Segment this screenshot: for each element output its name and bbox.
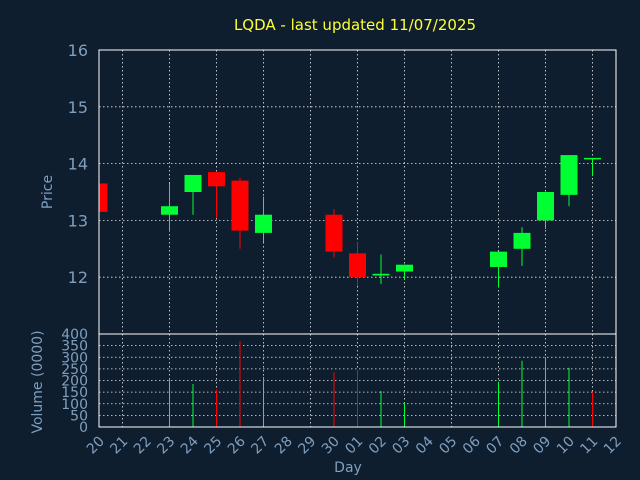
x-tick-label: 02 bbox=[366, 434, 390, 458]
candle-body bbox=[560, 155, 578, 195]
candle-body bbox=[231, 180, 249, 231]
volume-tick-label: 400 bbox=[61, 327, 88, 343]
x-tick-label: 22 bbox=[131, 434, 155, 458]
volume-tick-label: 100 bbox=[61, 397, 88, 413]
candle-body bbox=[490, 251, 507, 267]
price-tick-label: 12 bbox=[68, 268, 88, 287]
x-tick-label: 30 bbox=[319, 434, 343, 458]
candle-body bbox=[255, 214, 272, 233]
volume-tick-label: 250 bbox=[61, 362, 88, 378]
candle-body bbox=[99, 183, 108, 212]
x-tick-label: 06 bbox=[460, 433, 484, 457]
volume-bars bbox=[169, 340, 593, 427]
x-tick-label: 10 bbox=[554, 434, 578, 458]
volume-tick-label: 0 bbox=[79, 420, 88, 436]
volume-tick-label: 200 bbox=[61, 374, 88, 390]
volume-tick-label: 350 bbox=[61, 339, 88, 355]
price-tick-label: 16 bbox=[68, 41, 88, 60]
candle-body bbox=[184, 174, 202, 192]
price-ticks: 12 13 14 15 16 bbox=[68, 41, 88, 287]
x-tick-label: 25 bbox=[201, 434, 225, 458]
x-tick-label: 27 bbox=[248, 434, 272, 458]
x-tick-label: 09 bbox=[530, 434, 554, 458]
price-tick-label: 15 bbox=[68, 98, 88, 117]
price-tick-label: 13 bbox=[68, 211, 88, 230]
chart-title: LQDA - last updated 11/07/2025 bbox=[234, 16, 476, 34]
x-tick-label: 20 bbox=[84, 434, 108, 458]
candle-body bbox=[372, 273, 390, 276]
volume-tick-label: 150 bbox=[61, 385, 88, 401]
x-tick-label: 01 bbox=[342, 434, 366, 458]
x-tick-label: 24 bbox=[178, 433, 202, 457]
candle-body bbox=[325, 214, 343, 252]
price-tick-label: 14 bbox=[68, 155, 88, 174]
candle-body bbox=[537, 192, 554, 221]
candle-body bbox=[208, 172, 225, 187]
price-axis-label: Price bbox=[40, 175, 56, 209]
x-tick-label: 08 bbox=[507, 434, 531, 458]
x-tick-label: 03 bbox=[389, 434, 413, 458]
candle-body bbox=[396, 264, 413, 272]
x-axis-label: Day bbox=[334, 460, 362, 476]
candle-body bbox=[513, 232, 531, 249]
x-tick-label: 21 bbox=[107, 434, 131, 458]
volume-tick-label: 300 bbox=[61, 350, 88, 366]
price-grid bbox=[99, 49, 616, 334]
x-tick-label: 04 bbox=[413, 433, 437, 457]
candle-body bbox=[584, 157, 601, 160]
x-tick-label: 11 bbox=[577, 434, 601, 458]
x-tick-label: 23 bbox=[154, 434, 178, 458]
volume-axis-label: Volume (0000) bbox=[30, 330, 46, 433]
x-tick-label: 12 bbox=[601, 434, 625, 458]
x-tick-label: 07 bbox=[483, 434, 507, 458]
candle-body bbox=[349, 253, 366, 278]
x-ticks: 20 21 22 23 24 25 26 27 28 29 30 01 02 03 04 05 06 07 08 09… bbox=[84, 433, 625, 457]
candles bbox=[98, 155, 601, 288]
x-tick-label: 05 bbox=[436, 434, 460, 458]
x-tick-label: 26 bbox=[225, 433, 249, 457]
volume-tick-label: 50 bbox=[70, 408, 88, 424]
candle-body bbox=[161, 206, 178, 215]
x-tick-label: 28 bbox=[272, 434, 296, 458]
volume-frame bbox=[98, 333, 617, 428]
x-tick-label: 29 bbox=[295, 434, 319, 458]
